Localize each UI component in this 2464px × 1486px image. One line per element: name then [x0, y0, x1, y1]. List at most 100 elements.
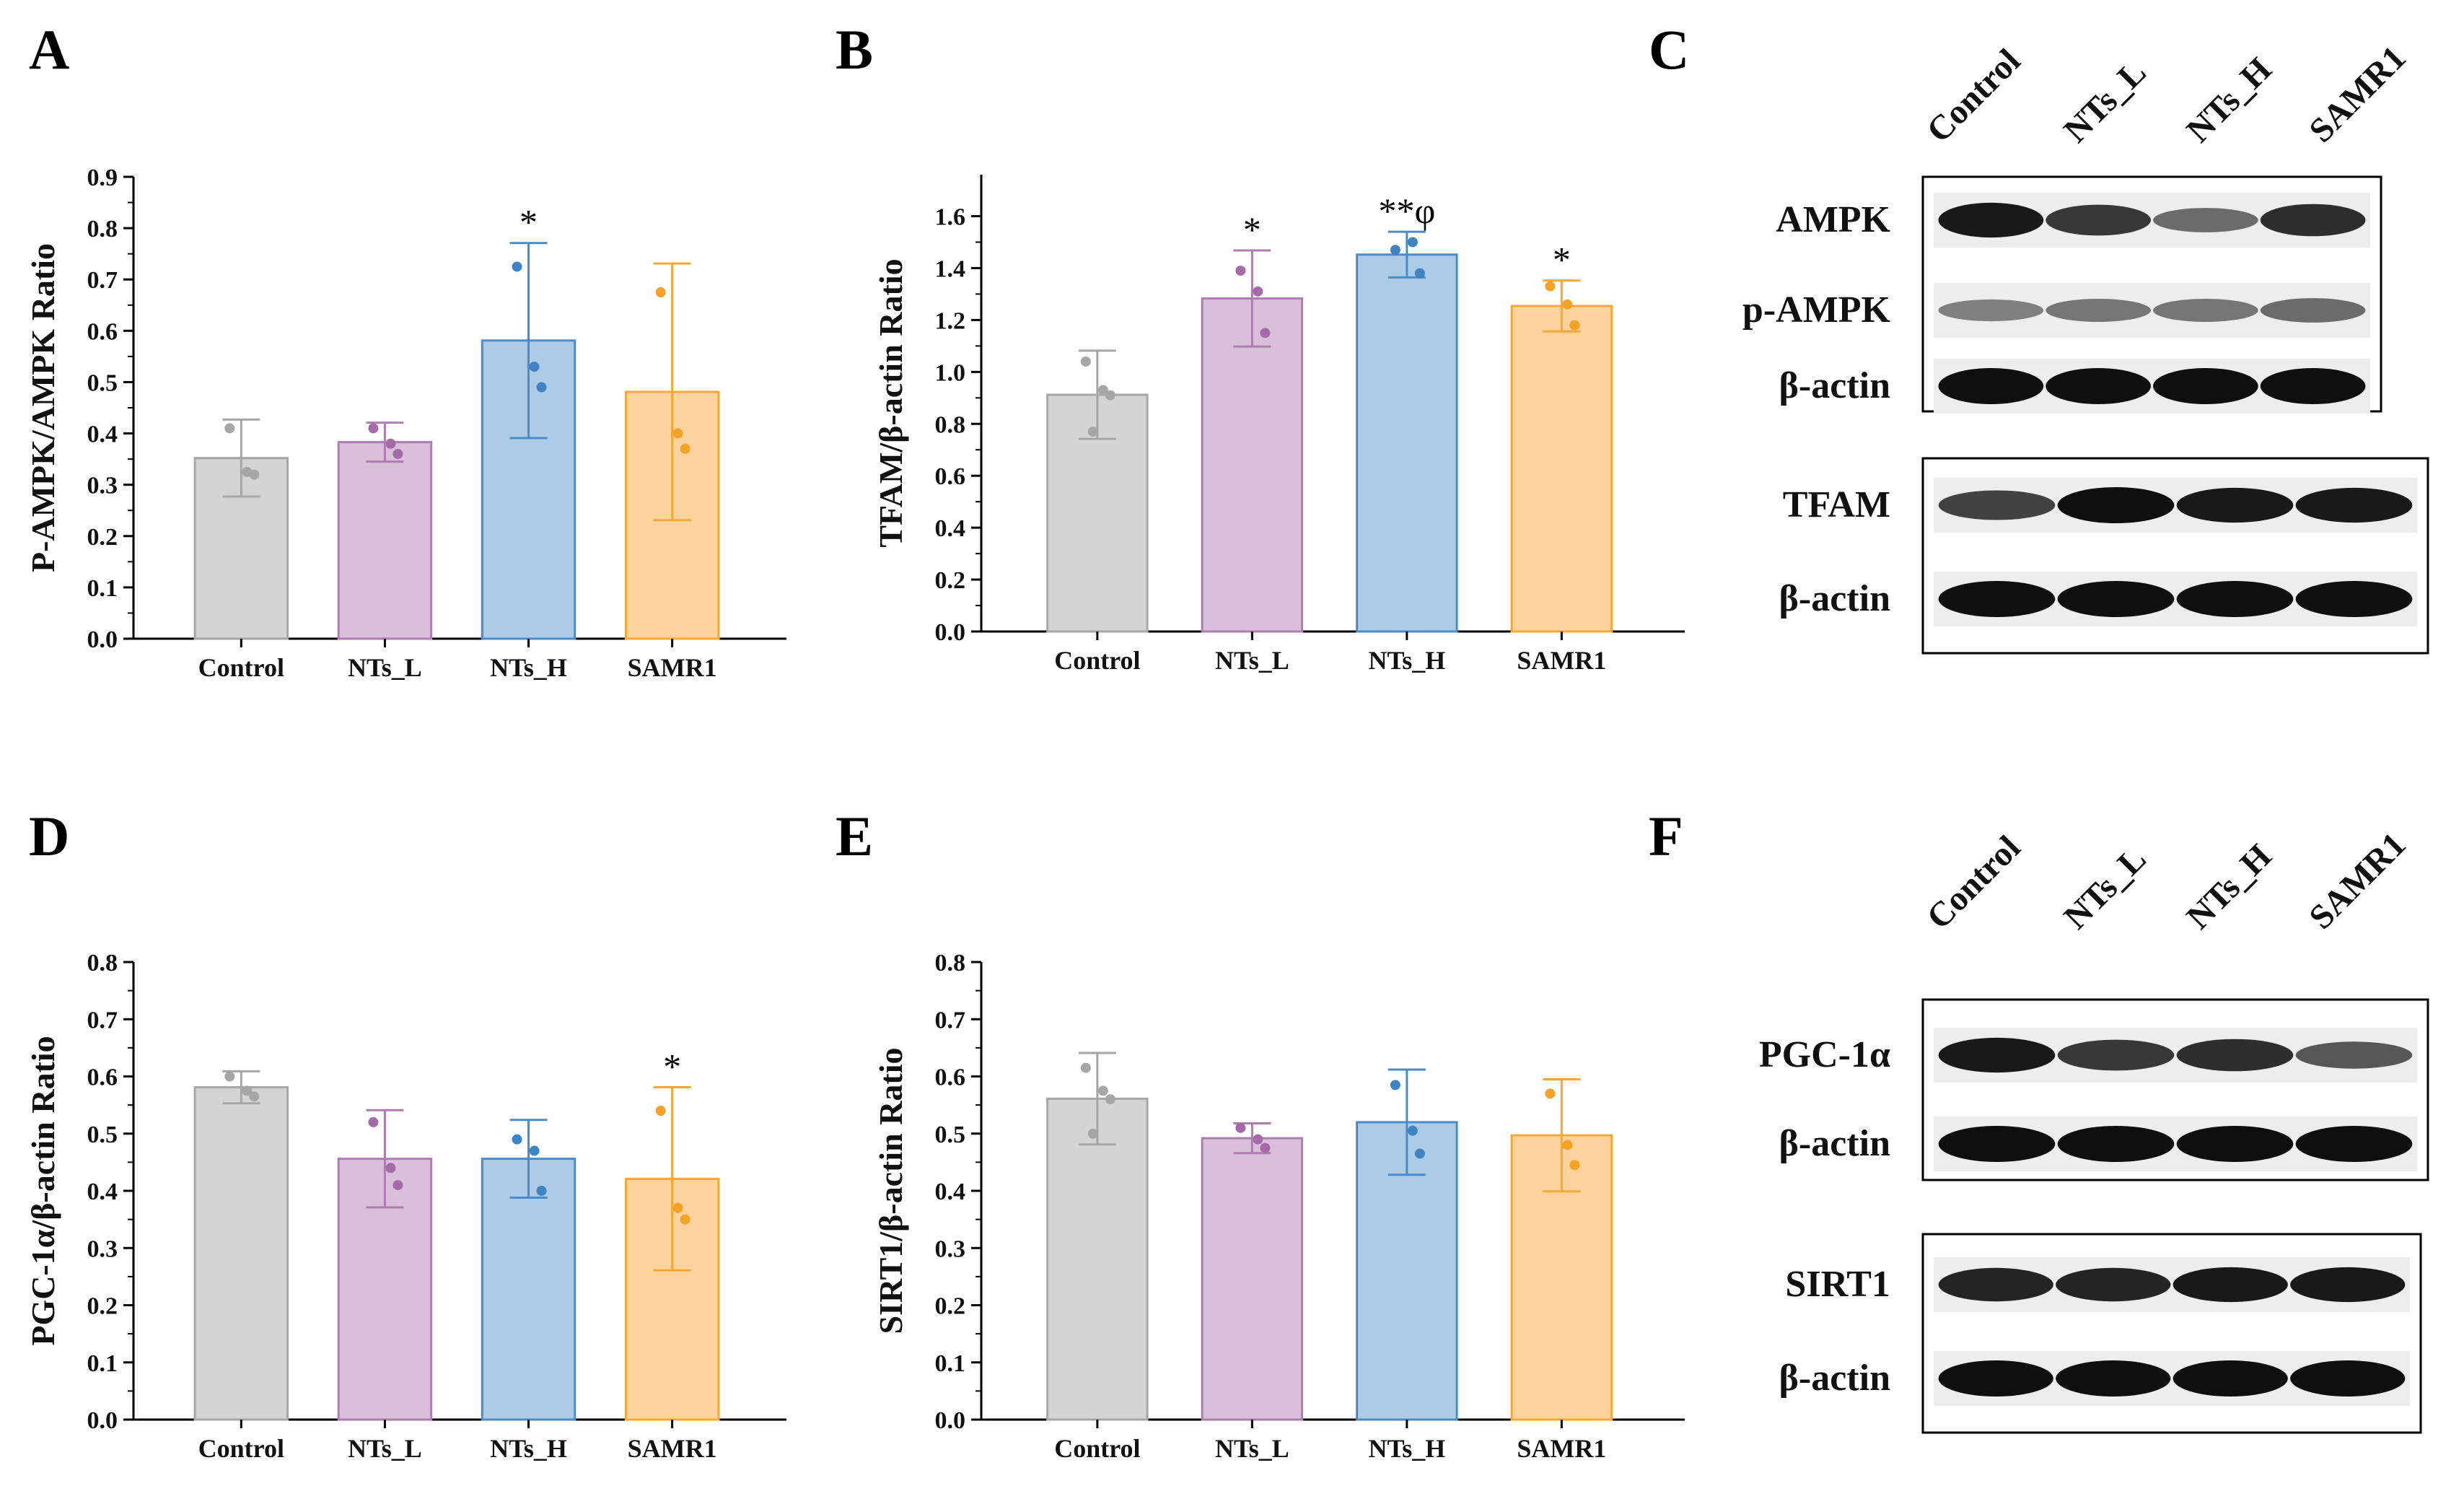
- panel-b-data-point: [1407, 237, 1418, 248]
- panel-b-significance-samr1: *: [1553, 240, 1571, 280]
- panel-b-y-tick-label: 0.8: [935, 411, 966, 438]
- panel-c-blot-band: [2260, 204, 2366, 237]
- panel-c-blot-band: [2152, 368, 2258, 404]
- panel-d-y-tick-label: 0.6: [87, 1065, 118, 1091]
- panel-c-blot-band: [1938, 368, 2044, 404]
- panel-c-blot: Control NTs_L NTs_H SAMR1 AMPK p-AMPK β-actin T…: [1742, 38, 2429, 655]
- panel-c-lane-label: NTs_H: [2179, 51, 2279, 150]
- panel-a-data-point: [672, 428, 683, 439]
- panel-c-blot-row-label: β-actin: [1779, 365, 1891, 406]
- panel-d-data-point: [680, 1214, 690, 1225]
- panel-c-blot-band: [2295, 581, 2413, 617]
- panel-b-y-tick-label: 0.6: [935, 463, 966, 490]
- panel-d-bar-nts_h: [481, 1158, 576, 1421]
- panel-f-blot-band: [2290, 1267, 2406, 1303]
- panel-e-x-tick-label: NTs_H: [1369, 1434, 1446, 1463]
- panel-b-x-tick-label: NTs_H: [1369, 646, 1446, 675]
- panel-d-y-tick-label: 0.4: [87, 1179, 118, 1205]
- panel-e-data-point: [1097, 1085, 1108, 1096]
- panel-e-y-tick-label: 0.1: [935, 1350, 966, 1377]
- panel-e-data-point: [1253, 1134, 1263, 1145]
- panel-c-blot-band: [2152, 299, 2258, 322]
- panel-b-significance-nts_l: *: [1243, 209, 1261, 250]
- panel-d-chart: 0.0 0.1 0.2 0.3 0.4 0.5 0.6 0.7 0.8 PGC-1α/β-acti…: [25, 950, 786, 1463]
- panel-d-data-point: [224, 1071, 235, 1082]
- panel-letter-f: F: [1649, 805, 1683, 867]
- panel-b-y-tick-label: 1.2: [935, 307, 966, 334]
- panel-f-blot-band: [2295, 1126, 2413, 1162]
- panel-f-blot-row-label: β-actin: [1779, 1358, 1891, 1399]
- panel-d-data-point: [672, 1202, 683, 1213]
- panel-f-blot-band: [1938, 1126, 2056, 1162]
- panel-a-y-tick-label: 0.5: [87, 370, 118, 396]
- panel-e-data-point: [1260, 1142, 1271, 1153]
- panel-f-blot-band: [2176, 1039, 2294, 1072]
- panel-d-x-tick-label: Control: [198, 1434, 284, 1463]
- panel-a-y-tick-label: 0.8: [87, 216, 118, 242]
- panel-e-y-tick-label: 0.7: [935, 1007, 966, 1033]
- panel-c-blot-row-label: β-actin: [1779, 578, 1891, 619]
- panel-b-data-point: [1390, 245, 1400, 255]
- panel-b-data-point: [1569, 320, 1580, 331]
- panel-a-bar-control: [193, 457, 289, 640]
- panel-c-blot-band: [2046, 299, 2152, 322]
- panel-d-y-tick-label: 0.5: [87, 1122, 118, 1148]
- panel-d-data-point: [385, 1163, 396, 1173]
- panel-a-x-tick-label: SAMR1: [628, 653, 717, 682]
- panel-a-data-point: [536, 382, 547, 393]
- panel-d-significance-samr1: *: [663, 1046, 681, 1087]
- panel-e-bar-nts_l: [1201, 1137, 1304, 1421]
- panel-c-blot-band: [1938, 581, 2056, 617]
- panel-b-bar-nts_l: [1201, 297, 1304, 633]
- panel-d-y-axis-label: PGC-1α/β-actin Ratio: [25, 1036, 61, 1345]
- panel-e-data-point: [1235, 1122, 1246, 1133]
- panel-f-blot-band: [1938, 1037, 2056, 1073]
- panel-d-y-tick-label: 0.8: [87, 950, 118, 976]
- panel-b-significance-nts_h: **φ: [1378, 191, 1435, 231]
- panel-f-blot-band: [2056, 1360, 2171, 1397]
- panel-b-chart: 0.0 0.2 0.4 0.6 0.8 1.0 1.2 1.4 1.6 TFAM/β-actin …: [872, 175, 1685, 675]
- panel-e-data-point: [1080, 1062, 1091, 1073]
- panel-letter-c: C: [1649, 18, 1689, 81]
- panel-d-y-tick-label: 0.0: [87, 1407, 118, 1434]
- panel-a-significance-nts_h: *: [519, 202, 538, 242]
- panel-letter-b: B: [836, 18, 873, 81]
- panel-f-blot-row-label: PGC-1α: [1759, 1034, 1890, 1075]
- panel-d-y-tick-label: 0.3: [87, 1236, 118, 1262]
- panel-c-blot-row-label: TFAM: [1783, 484, 1890, 525]
- panel-b-y-tick-label: 0.0: [935, 619, 966, 646]
- panel-a-y-tick-label: 0.0: [87, 626, 118, 653]
- panel-e-x-tick-label: Control: [1054, 1434, 1140, 1463]
- panel-b-data-point: [1235, 266, 1246, 276]
- panel-d-x-tick-label: NTs_H: [490, 1434, 567, 1463]
- panel-a-data-point: [512, 261, 522, 272]
- panel-a-data-point: [249, 469, 260, 480]
- panel-b-y-tick-label: 0.4: [935, 515, 966, 542]
- panel-d-y-tick-label: 0.7: [87, 1007, 118, 1033]
- panel-b-y-axis-label: TFAM/β-actin Ratio: [872, 258, 909, 547]
- panel-b-data-point: [1097, 385, 1108, 395]
- panel-a-data-point: [393, 449, 403, 459]
- panel-b-y-tick-label: 1.0: [935, 359, 966, 386]
- panel-b-data-point: [1253, 286, 1263, 297]
- panel-c-blot-band: [2152, 208, 2258, 232]
- panel-d-data-point: [393, 1180, 403, 1191]
- panel-e-data-point: [1545, 1088, 1556, 1099]
- panel-e-y-tick-label: 0.5: [935, 1122, 966, 1148]
- panel-f-blot-row-label: β-actin: [1779, 1123, 1891, 1164]
- panel-d-x-tick-label: NTs_L: [348, 1434, 422, 1463]
- panel-d-y-tick-label: 0.2: [87, 1293, 118, 1320]
- panel-a-y-tick-label: 0.7: [87, 267, 118, 294]
- panel-b-y-tick-label: 1.4: [935, 255, 966, 282]
- panel-b-data-point: [1562, 299, 1573, 310]
- panel-a-y-tick-label: 0.3: [87, 473, 118, 499]
- panel-b-data-point: [1087, 427, 1098, 437]
- panel-c-blot-band: [2057, 487, 2175, 523]
- panel-a-data-point: [368, 423, 379, 434]
- panel-e-y-tick-label: 0.6: [935, 1065, 966, 1091]
- panel-f-blot-band: [1938, 1360, 2053, 1397]
- panel-c-blot-band: [2176, 487, 2294, 523]
- panel-f-blot-band: [2173, 1267, 2288, 1303]
- panel-e-chart: 0.0 0.1 0.2 0.3 0.4 0.5 0.6 0.7 0.8 SIRT1/β-actin…: [872, 950, 1685, 1463]
